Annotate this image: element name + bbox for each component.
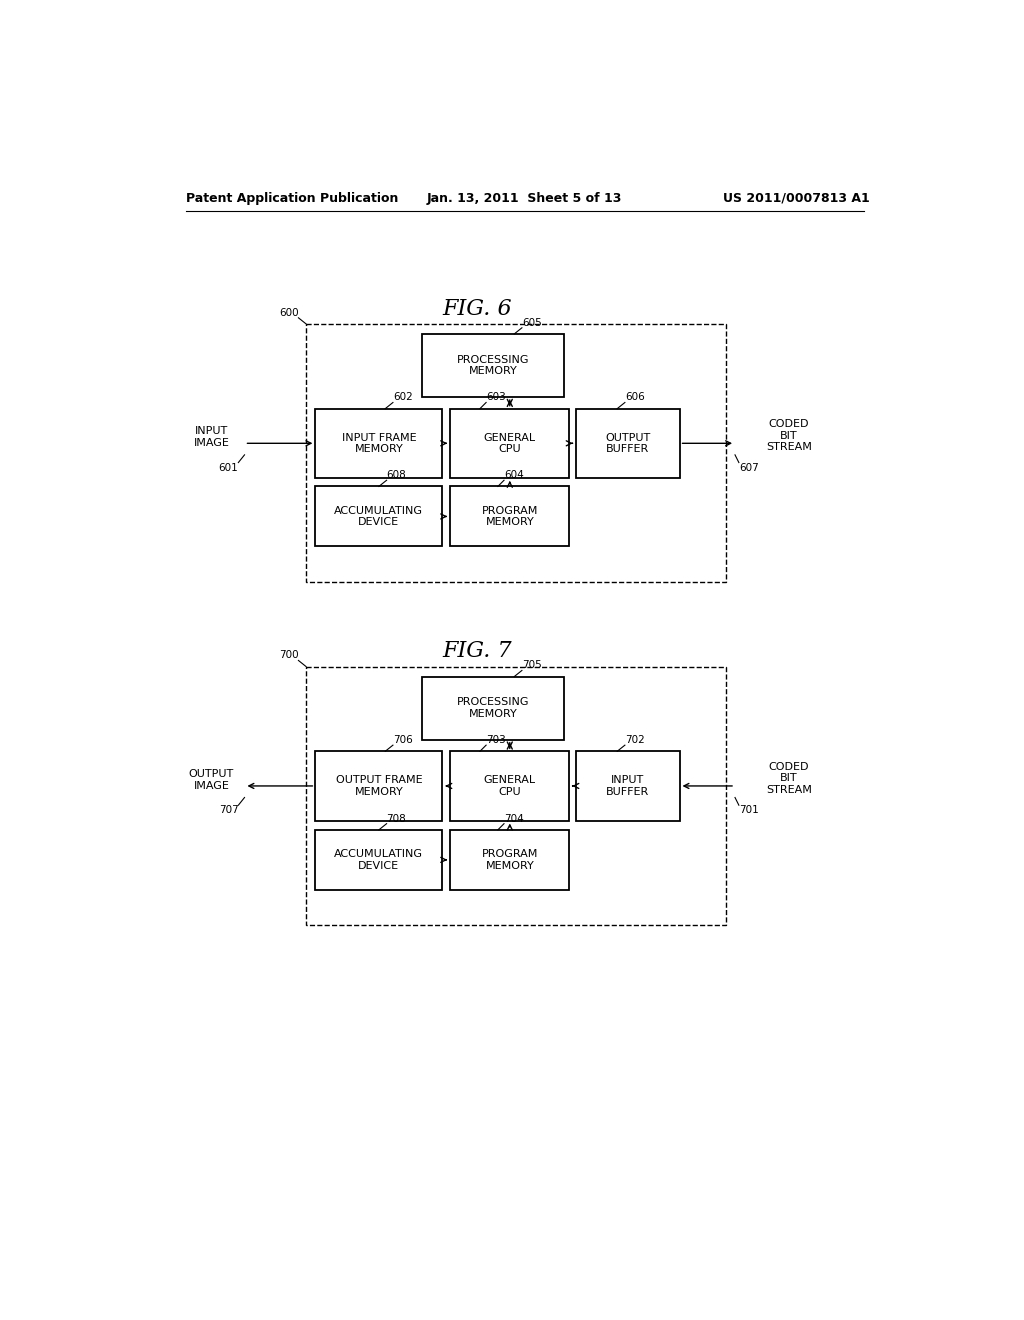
Text: 608: 608 (387, 470, 407, 480)
Bar (575, 409, 680, 478)
Text: 708: 708 (387, 813, 407, 824)
Text: FIG. 7: FIG. 7 (442, 640, 512, 663)
Bar (306, 667, 726, 924)
Bar (315, 409, 442, 478)
Text: 706: 706 (393, 735, 413, 744)
Text: 604: 604 (504, 470, 523, 480)
Text: Jan. 13, 2011  Sheet 5 of 13: Jan. 13, 2011 Sheet 5 of 13 (427, 191, 623, 205)
Text: 603: 603 (486, 392, 506, 403)
Text: CODED
BIT
STREAM: CODED BIT STREAM (766, 762, 812, 795)
Text: OUTPUT
BUFFER: OUTPUT BUFFER (605, 433, 650, 454)
Text: Patent Application Publication: Patent Application Publication (186, 191, 398, 205)
Text: PROGRAM
MEMORY: PROGRAM MEMORY (481, 506, 538, 527)
Text: PROCESSING
MEMORY: PROCESSING MEMORY (457, 355, 529, 376)
Text: 700: 700 (279, 651, 298, 660)
Text: 707: 707 (218, 805, 239, 816)
Text: ACCUMULATING
DEVICE: ACCUMULATING DEVICE (335, 849, 423, 871)
Bar (422, 677, 564, 739)
Text: US 2011/0007813 A1: US 2011/0007813 A1 (723, 191, 869, 205)
Text: ACCUMULATING
DEVICE: ACCUMULATING DEVICE (335, 506, 423, 527)
Text: 701: 701 (739, 805, 759, 816)
Text: OUTPUT
IMAGE: OUTPUT IMAGE (188, 770, 234, 791)
Text: FIG. 6: FIG. 6 (442, 297, 512, 319)
Text: INPUT
BUFFER: INPUT BUFFER (606, 775, 649, 797)
Text: 703: 703 (486, 735, 506, 744)
Bar (575, 751, 680, 821)
Text: OUTPUT FRAME
MEMORY: OUTPUT FRAME MEMORY (336, 775, 422, 797)
Text: PROGRAM
MEMORY: PROGRAM MEMORY (481, 849, 538, 871)
Bar (315, 487, 442, 546)
Text: GENERAL
CPU: GENERAL CPU (483, 433, 536, 454)
Text: GENERAL
CPU: GENERAL CPU (483, 775, 536, 797)
Text: 704: 704 (504, 813, 523, 824)
Text: PROCESSING
MEMORY: PROCESSING MEMORY (457, 697, 529, 719)
Text: CODED
BIT
STREAM: CODED BIT STREAM (766, 418, 812, 453)
Bar (422, 334, 564, 397)
Bar (451, 830, 569, 890)
Bar (451, 487, 569, 546)
Text: INPUT
IMAGE: INPUT IMAGE (194, 426, 229, 447)
Bar (315, 830, 442, 890)
Text: 702: 702 (625, 735, 645, 744)
Text: 602: 602 (393, 392, 413, 403)
Text: 605: 605 (522, 318, 542, 327)
Bar (306, 323, 726, 582)
Text: 606: 606 (625, 392, 645, 403)
Text: INPUT FRAME
MEMORY: INPUT FRAME MEMORY (342, 433, 416, 454)
Bar (451, 751, 569, 821)
Text: 705: 705 (522, 660, 542, 671)
Text: 607: 607 (739, 462, 759, 473)
Bar (315, 751, 442, 821)
Text: 600: 600 (279, 308, 298, 318)
Text: 601: 601 (218, 462, 239, 473)
Bar (451, 409, 569, 478)
